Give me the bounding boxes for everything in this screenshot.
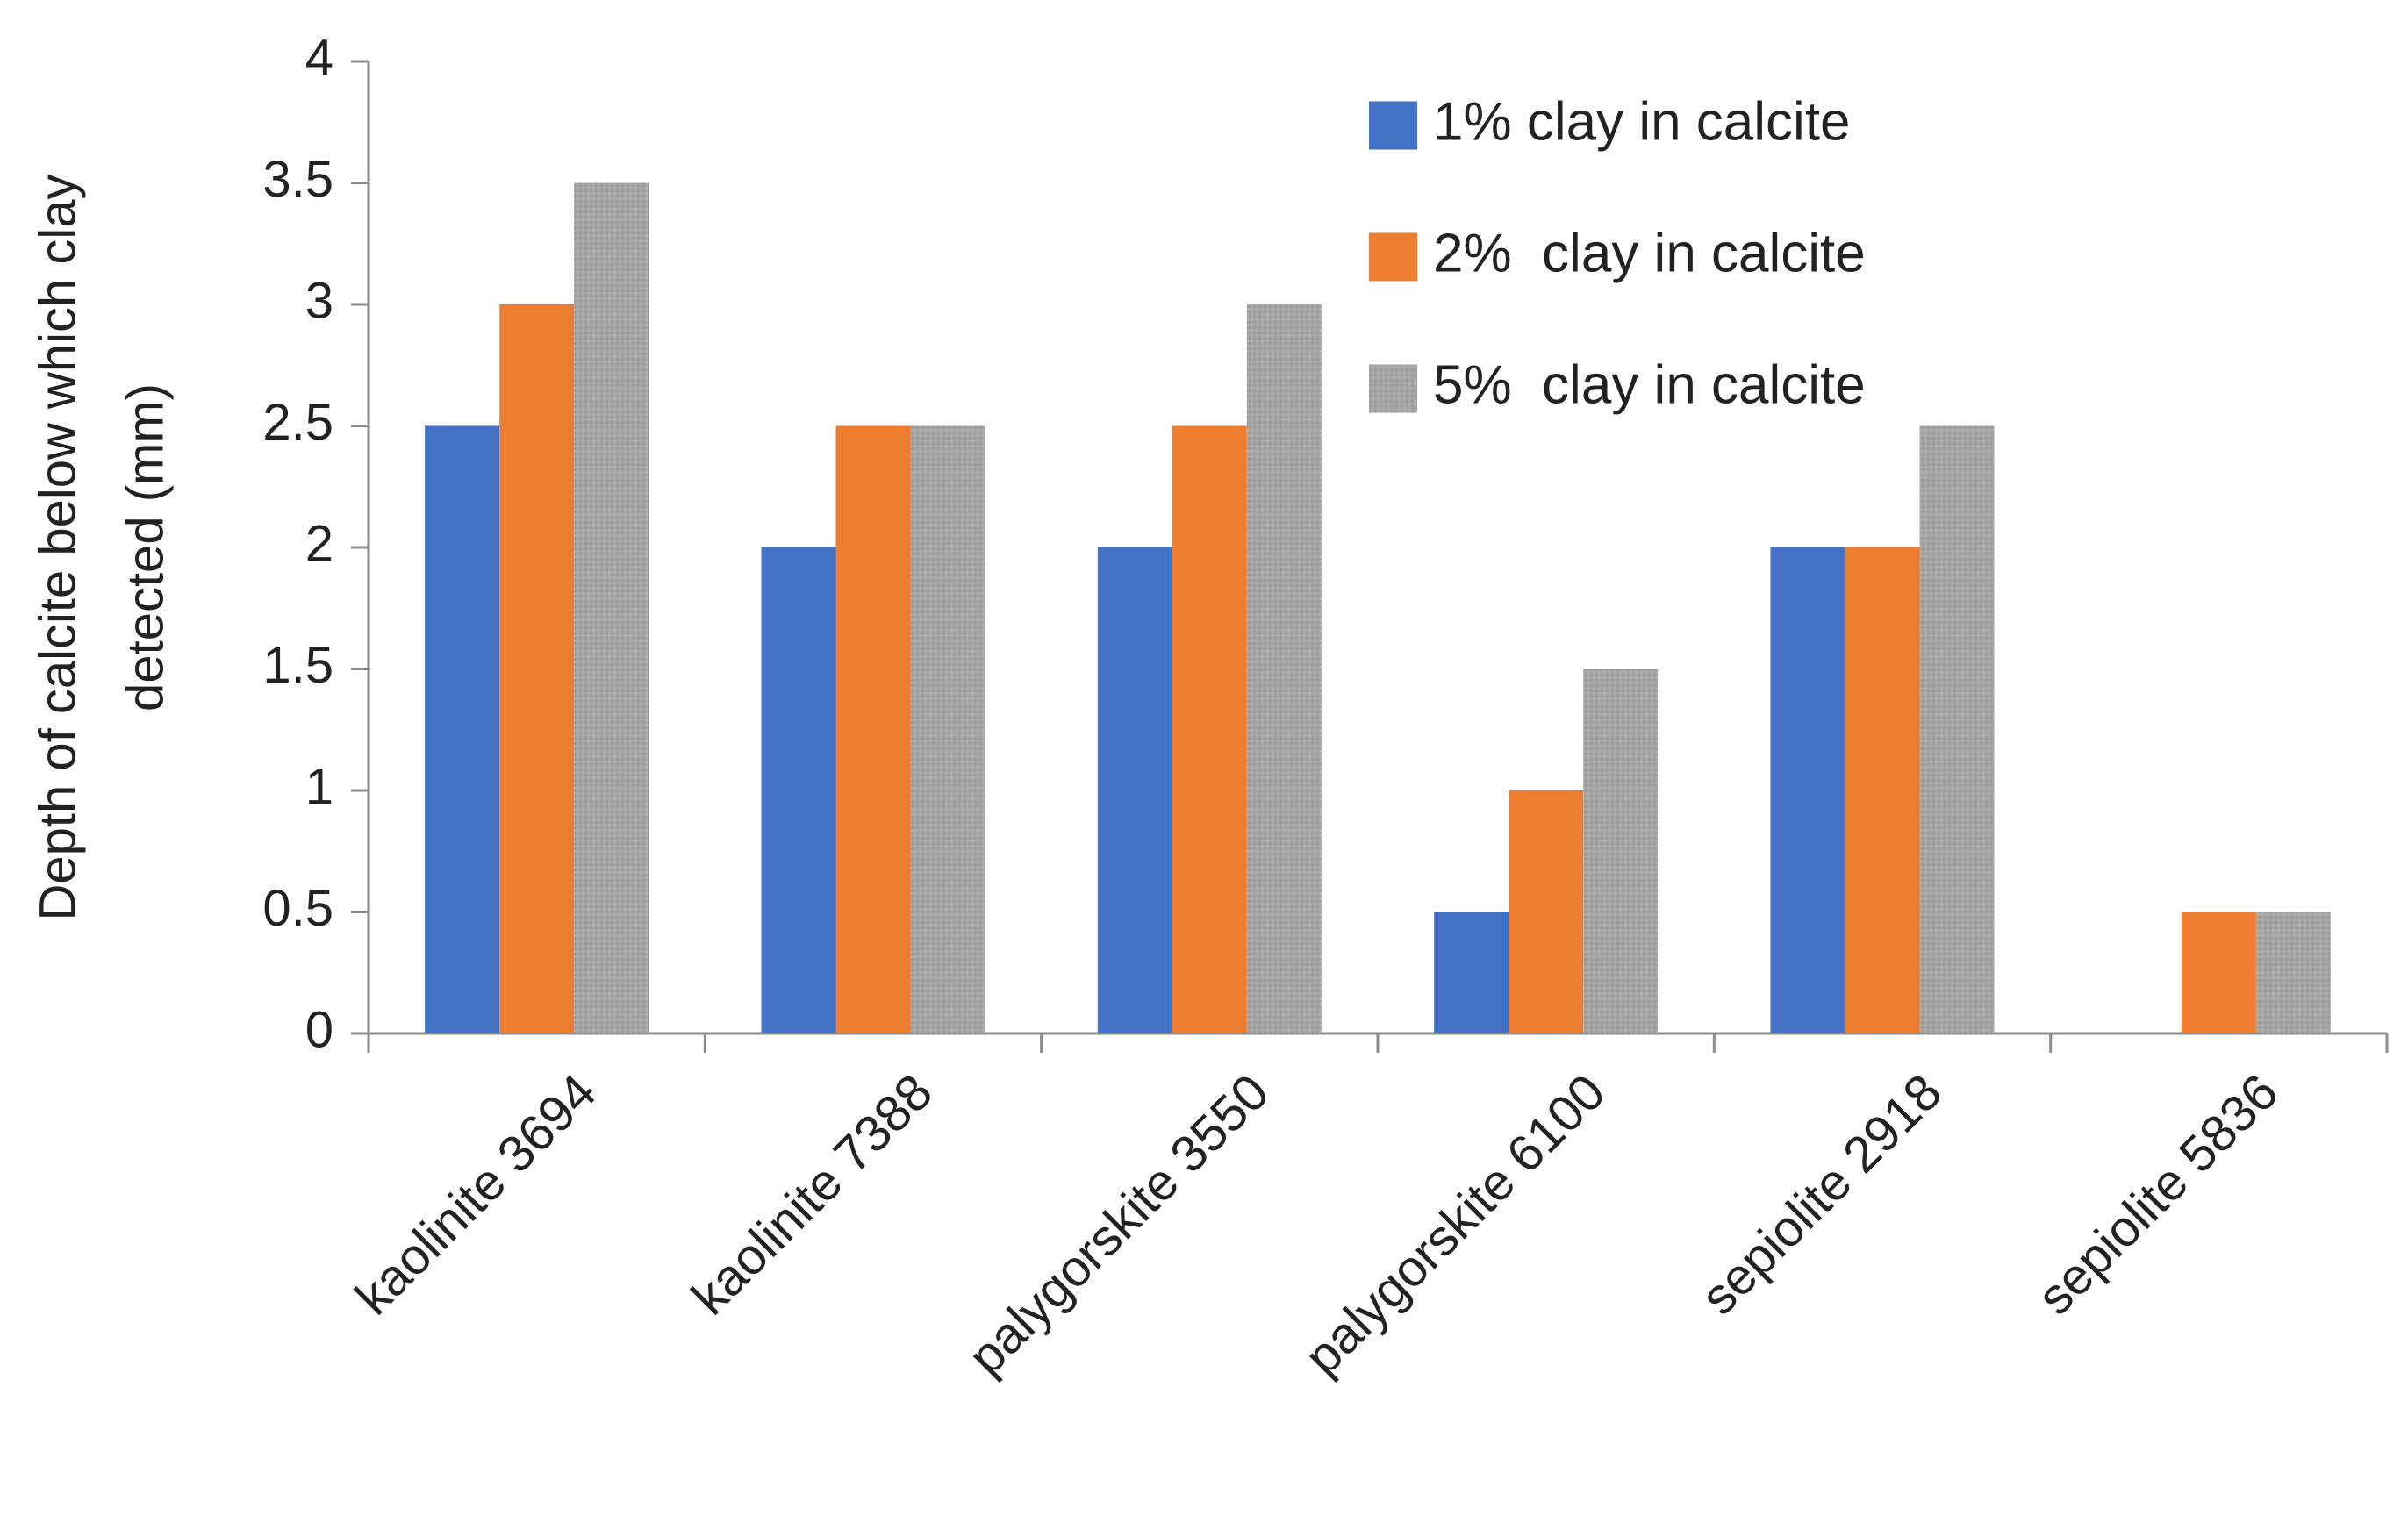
y-axis-title: Depth of calcite below which clay detecte…: [29, 174, 174, 920]
bar-palygorskite-6100-series-3: [1583, 669, 1659, 1033]
y-tick-label: 3: [305, 272, 333, 329]
x-axis: kaolinite 3694 kaolinite 7388 palygorskite…: [345, 1032, 2389, 1386]
x-category-label-sepiolite-2918: sepiolite 2918: [1690, 1063, 1953, 1326]
y-tick-label: 4: [305, 29, 333, 86]
x-category-label-kaolinite-3694: kaolinite 3694: [345, 1063, 607, 1326]
bar-palygorskite-3550-series-2: [1172, 425, 1247, 1033]
y-tick-label: 1.5: [262, 637, 333, 694]
bar-kaolinite-7388-series-1: [761, 547, 836, 1033]
x-category-label-sepiolite-5836: sepiolite 5836: [2026, 1063, 2289, 1326]
x-category-label-kaolinite-7388: kaolinite 7388: [681, 1063, 943, 1326]
legend-swatch-series-1: [1369, 101, 1417, 150]
y-tick-label: 1: [305, 758, 333, 815]
bar-sepiolite-5836-series-3: [2255, 912, 2331, 1033]
bar-kaolinite-3694-series-2: [499, 304, 575, 1033]
bar-kaolinite-7388-series-2: [835, 425, 911, 1033]
y-tick-label: 0: [305, 1001, 333, 1058]
legend-swatch-series-2: [1369, 232, 1417, 282]
bar-palygorskite-3550-series-3: [1246, 304, 1322, 1033]
legend-label-series-2: 2% clay in calcite: [1433, 223, 1866, 283]
bar-sepiolite-2918-series-3: [1919, 425, 1995, 1033]
bar-palygorskite-6100-series-2: [1509, 790, 1584, 1033]
x-category-label-palygorskite-3550: palygorskite 3550: [957, 1063, 1279, 1385]
bar-kaolinite-3694-series-1: [425, 425, 500, 1033]
y-axis: 0 0.5 1 1.5 2 2.5 3 3.5 4: [262, 29, 370, 1058]
bar-sepiolite-5836-series-2: [2181, 912, 2256, 1033]
bar-kaolinite-7388-series-3: [910, 425, 985, 1033]
y-tick-label: 3.5: [262, 151, 333, 208]
y-tick-label: 2: [305, 515, 333, 572]
y-axis-title-line: detected (mm): [117, 383, 174, 711]
legend: 1% clay in calcite 2% clay in calcite 5% c…: [1369, 91, 1866, 415]
bar-palygorskite-3550-series-1: [1097, 547, 1172, 1033]
legend-label-series-3: 5% clay in calcite: [1433, 354, 1866, 415]
bars-group: [425, 182, 2331, 1033]
legend-label-series-1: 1% clay in calcite: [1433, 91, 1851, 152]
y-tick-label: 2.5: [262, 394, 333, 451]
y-axis-title-line: Depth of calcite below which clay: [29, 174, 86, 920]
bar-sepiolite-2918-series-2: [1845, 547, 1920, 1033]
bar-kaolinite-3694-series-3: [574, 182, 649, 1033]
x-category-label-palygorskite-6100: palygorskite 6100: [1294, 1063, 1616, 1385]
legend-swatch-series-3: [1369, 364, 1417, 413]
y-tick-label: 0.5: [262, 880, 333, 937]
bar-sepiolite-2918-series-1: [1770, 547, 1845, 1033]
bar-palygorskite-6100-series-1: [1434, 912, 1509, 1033]
